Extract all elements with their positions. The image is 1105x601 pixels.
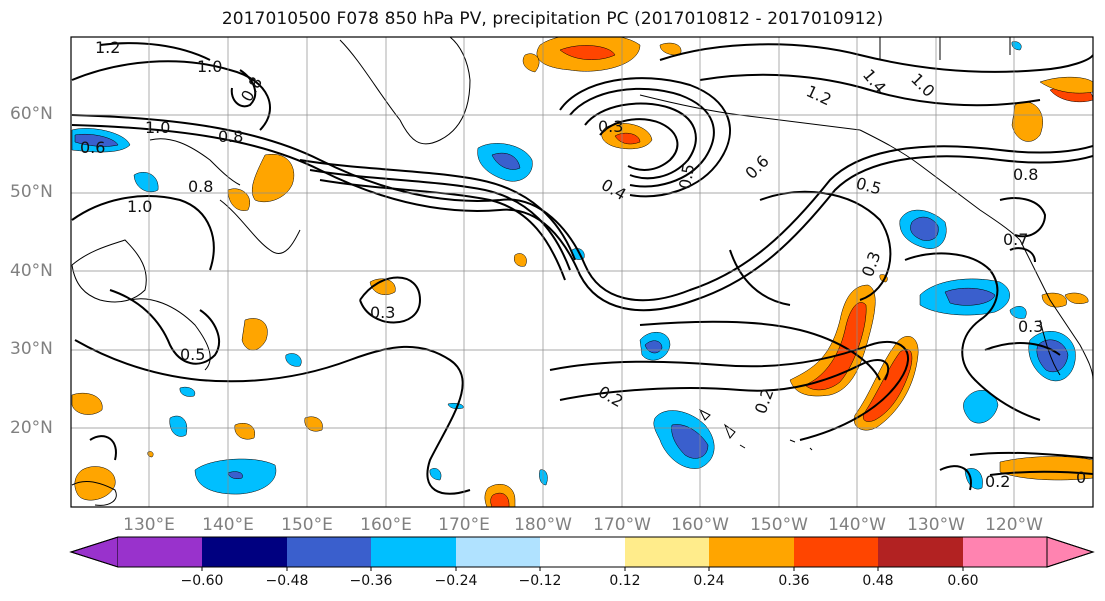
map-title: 2017010500 F078 850 hPa PV, precipitatio… — [221, 9, 884, 29]
colorbar-bin — [540, 537, 625, 567]
colorbar-bin — [456, 537, 540, 567]
latitude-label-50n: 50°N — [10, 182, 53, 202]
latitude-label-60n: 60°N — [10, 104, 53, 124]
latitude-label-20n: 20°N — [10, 418, 53, 438]
colorbar-ticks — [201, 567, 964, 571]
colorbar-bin — [794, 537, 878, 567]
colorbar-bin — [202, 537, 287, 567]
colorbar-tick-label: −0.60 — [180, 573, 224, 589]
contour-label: 0.8 — [1013, 165, 1038, 184]
colorbar-tick-label: 0.12 — [609, 573, 641, 589]
contour-label: 0.8 — [218, 127, 243, 146]
longitude-label: 180°W — [514, 515, 572, 535]
map-frame — [70, 36, 1094, 508]
colorbar-bin — [118, 537, 202, 567]
contour-label: 0.3 — [1018, 317, 1043, 336]
colorbar-bin — [878, 537, 963, 567]
colorbar-extend-high — [1046, 536, 1095, 568]
longitude-label: 160°E — [360, 515, 412, 535]
colorbar-tick-label: 0.48 — [862, 573, 894, 589]
colorbar-tick-label: 0.60 — [947, 573, 979, 589]
longitude-label: 150°W — [750, 515, 808, 535]
longitude-label: 170°W — [593, 515, 651, 535]
colorbar-tick-label: −0.24 — [434, 573, 478, 589]
contour-label: 0.3 — [370, 303, 395, 322]
map-panel: 1.2 1.0 0.8 1.0 0.8 0.6 0.8 1.0 0.3 0.5 … — [71, 37, 1093, 507]
colorbar-bin — [709, 537, 794, 567]
contour-label: 0.6 — [80, 138, 105, 157]
colorbar-outline — [69, 536, 1095, 568]
colorbar-bin — [371, 537, 456, 567]
contour-label: 0.5 — [180, 345, 205, 364]
contour-label: 0.3 — [598, 117, 623, 136]
colorbar-tick-label: −0.36 — [349, 573, 393, 589]
colorbar-tick-label: 0.24 — [693, 573, 725, 589]
contour-label: 1.2 — [95, 38, 120, 57]
pv-contours — [71, 42, 1093, 495]
contour-label: 1.0 — [197, 57, 222, 76]
graticule — [71, 37, 1093, 507]
longitude-label: 170°E — [438, 515, 490, 535]
colorbar-extend-low — [69, 536, 119, 568]
longitude-label: 130°W — [907, 515, 965, 535]
contour-label: 1.0 — [127, 197, 152, 216]
longitude-label: 120°W — [985, 515, 1043, 535]
colorbar — [69, 536, 1095, 571]
colorbar-bin — [625, 537, 709, 567]
longitude-label: 140°W — [828, 515, 886, 535]
colorbar-tick-label: −0.12 — [518, 573, 562, 589]
longitude-label: 130°E — [123, 515, 175, 535]
contour-label: 0 — [1076, 468, 1086, 487]
latitude-label-40n: 40°N — [10, 261, 53, 281]
precip-positive-shading — [71, 37, 1093, 507]
longitude-label: 150°E — [281, 515, 333, 535]
contour-label: 0.8 — [188, 177, 213, 196]
longitude-label: 140°E — [202, 515, 254, 535]
colorbar-bin — [287, 537, 371, 567]
colorbar-tick-label: −0.48 — [265, 573, 309, 589]
longitude-label: 160°W — [671, 515, 729, 535]
colorbar-bin — [963, 537, 1047, 567]
colorbar-tick-label: 0.36 — [778, 573, 810, 589]
latitude-label-30n: 30°N — [10, 339, 53, 359]
contour-label: 0.5 — [675, 162, 698, 190]
precip-negative-shading — [71, 41, 1076, 495]
contour-label: 0.7 — [1003, 230, 1028, 249]
contour-label: 0.2 — [985, 472, 1010, 491]
contour-label: 1.0 — [145, 118, 170, 137]
